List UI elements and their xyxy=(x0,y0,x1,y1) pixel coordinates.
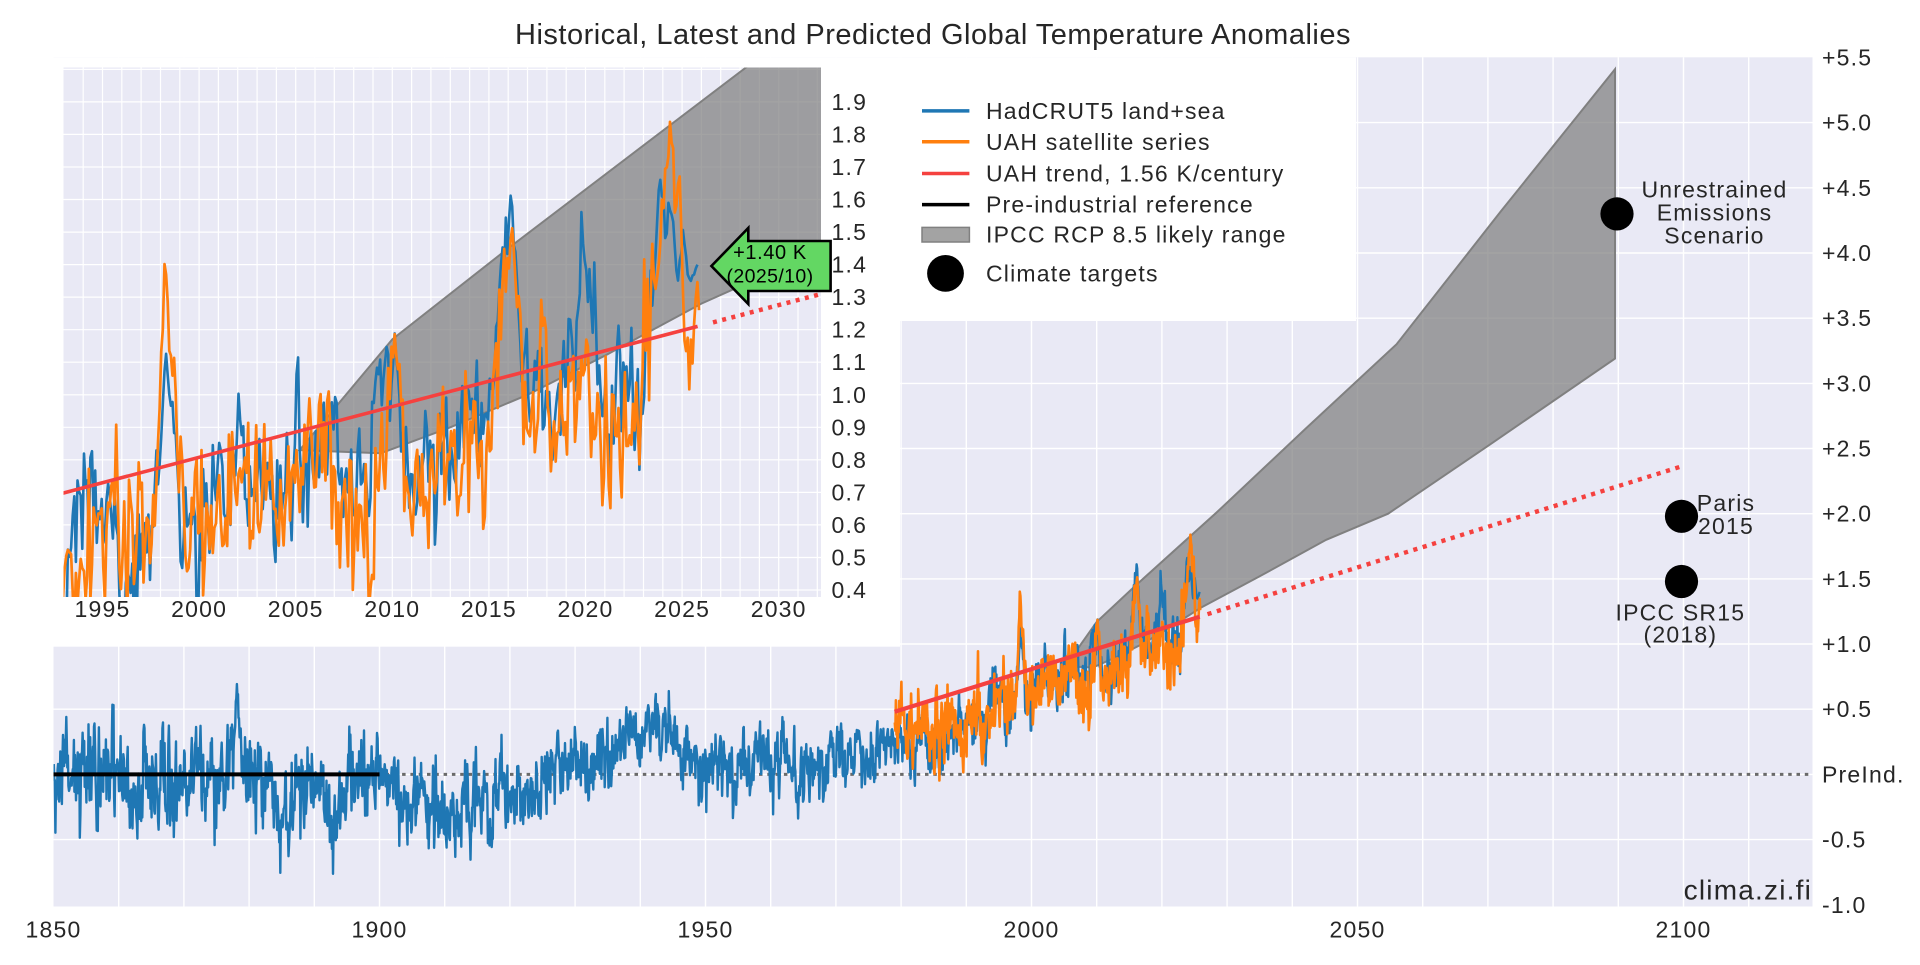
svg-text:Scenario: Scenario xyxy=(1664,222,1764,248)
svg-text:1.1: 1.1 xyxy=(832,349,868,375)
svg-text:1995: 1995 xyxy=(75,596,131,622)
svg-text:Pre-industrial reference: Pre-industrial reference xyxy=(986,192,1254,218)
svg-text:1.4: 1.4 xyxy=(832,252,868,278)
svg-text:2020: 2020 xyxy=(558,596,614,622)
svg-text:-1.0: -1.0 xyxy=(1822,892,1866,918)
svg-text:+5.0: +5.0 xyxy=(1822,110,1872,136)
svg-text:1.9: 1.9 xyxy=(832,89,868,115)
svg-text:2005: 2005 xyxy=(268,596,324,622)
svg-text:UAH trend, 1.56 K/century: UAH trend, 1.56 K/century xyxy=(986,161,1284,187)
svg-text:Emissions: Emissions xyxy=(1657,199,1773,225)
svg-text:HadCRUT5 land+sea: HadCRUT5 land+sea xyxy=(986,98,1226,124)
svg-text:+5.5: +5.5 xyxy=(1822,45,1872,71)
svg-text:IPCC RCP 8.5 likely range: IPCC RCP 8.5 likely range xyxy=(986,222,1287,248)
svg-text:+1.0: +1.0 xyxy=(1822,631,1872,657)
svg-text:2015: 2015 xyxy=(1698,513,1754,539)
svg-text:0.6: 0.6 xyxy=(832,512,868,538)
svg-text:2000: 2000 xyxy=(171,596,227,622)
svg-text:1.7: 1.7 xyxy=(832,154,868,180)
svg-text:1.5: 1.5 xyxy=(832,219,868,245)
svg-text:+1.5: +1.5 xyxy=(1822,566,1872,592)
svg-text:2000: 2000 xyxy=(1004,917,1060,943)
svg-text:+4.0: +4.0 xyxy=(1822,240,1872,266)
svg-text:1.2: 1.2 xyxy=(832,317,868,343)
svg-text:1.3: 1.3 xyxy=(832,284,868,310)
svg-text:0.7: 0.7 xyxy=(832,479,868,505)
svg-text:2015: 2015 xyxy=(461,596,517,622)
svg-text:2050: 2050 xyxy=(1330,917,1386,943)
svg-text:0.5: 0.5 xyxy=(832,545,868,571)
svg-text:2025: 2025 xyxy=(654,596,710,622)
svg-text:1850: 1850 xyxy=(26,917,82,943)
svg-text:+2.5: +2.5 xyxy=(1822,436,1872,462)
svg-text:Paris: Paris xyxy=(1697,490,1755,516)
svg-text:1.6: 1.6 xyxy=(832,187,868,213)
svg-text:(2018): (2018) xyxy=(1644,622,1718,648)
svg-text:2030: 2030 xyxy=(751,596,807,622)
svg-text:+2.0: +2.0 xyxy=(1822,501,1872,527)
svg-text:0.4: 0.4 xyxy=(832,577,868,603)
svg-text:PreInd.: PreInd. xyxy=(1822,761,1905,787)
svg-text:2100: 2100 xyxy=(1656,917,1712,943)
svg-text:1.8: 1.8 xyxy=(832,121,868,147)
svg-text:0.9: 0.9 xyxy=(832,414,868,440)
svg-text:1900: 1900 xyxy=(352,917,408,943)
svg-text:Unrestrained: Unrestrained xyxy=(1641,176,1787,202)
svg-text:(2025/10): (2025/10) xyxy=(726,266,813,288)
svg-text:Historical, Latest and Predict: Historical, Latest and Predicted Global … xyxy=(515,19,1351,51)
svg-text:+3.5: +3.5 xyxy=(1822,305,1872,331)
svg-text:UAH satellite series: UAH satellite series xyxy=(986,129,1211,155)
svg-text:2010: 2010 xyxy=(364,596,420,622)
svg-text:clima.zi.fi: clima.zi.fi xyxy=(1684,875,1812,906)
svg-text:+0.5: +0.5 xyxy=(1822,696,1872,722)
svg-text:+4.5: +4.5 xyxy=(1822,175,1872,201)
svg-text:1950: 1950 xyxy=(678,917,734,943)
svg-text:-0.5: -0.5 xyxy=(1822,827,1866,853)
svg-text:1.0: 1.0 xyxy=(832,382,868,408)
svg-text:0.8: 0.8 xyxy=(832,447,868,473)
svg-text:+1.40 K: +1.40 K xyxy=(733,242,807,264)
svg-text:Climate targets: Climate targets xyxy=(986,260,1159,286)
svg-text:+3.0: +3.0 xyxy=(1822,370,1872,396)
svg-text:IPCC SR15: IPCC SR15 xyxy=(1616,600,1746,626)
